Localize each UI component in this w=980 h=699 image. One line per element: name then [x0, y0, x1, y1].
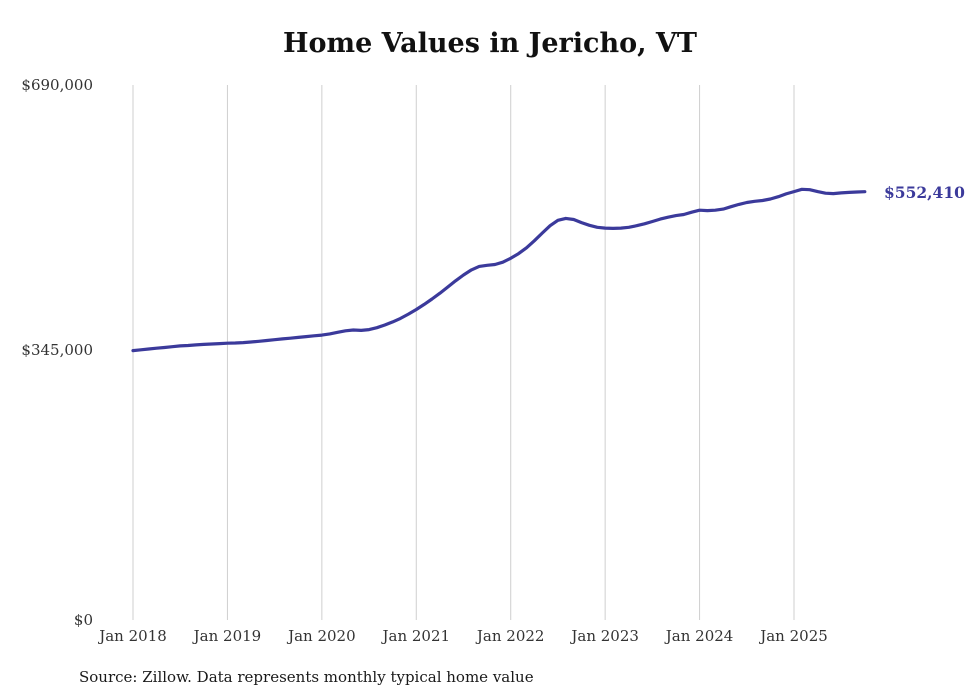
- x-axis-tick-jan-2023: Jan 2023: [569, 627, 639, 645]
- x-axis-tick-jan-2025: Jan 2025: [758, 627, 828, 645]
- x-axis-tick-jan-2022: Jan 2022: [475, 627, 545, 645]
- x-axis-tick-jan-2020: Jan 2020: [286, 627, 356, 645]
- x-axis-tick-jan-2018: Jan 2018: [97, 627, 167, 645]
- y-axis-tick-0: $0: [73, 611, 93, 629]
- chart-title: Home Values in Jericho, VT: [283, 28, 697, 59]
- y-axis-tick-690000: $690,000: [21, 76, 93, 94]
- home-value-line: [131, 187, 867, 353]
- source-attribution: Source: Zillow. Data represents monthly …: [79, 668, 534, 686]
- x-axis-tick-jan-2021: Jan 2021: [381, 627, 451, 645]
- x-axis-tick-jan-2019: Jan 2019: [192, 627, 262, 645]
- x-axis-tick-jan-2024: Jan 2024: [664, 627, 734, 645]
- end-value-label: $552,410: [884, 183, 965, 202]
- y-axis-tick-345000: $345,000: [21, 341, 93, 359]
